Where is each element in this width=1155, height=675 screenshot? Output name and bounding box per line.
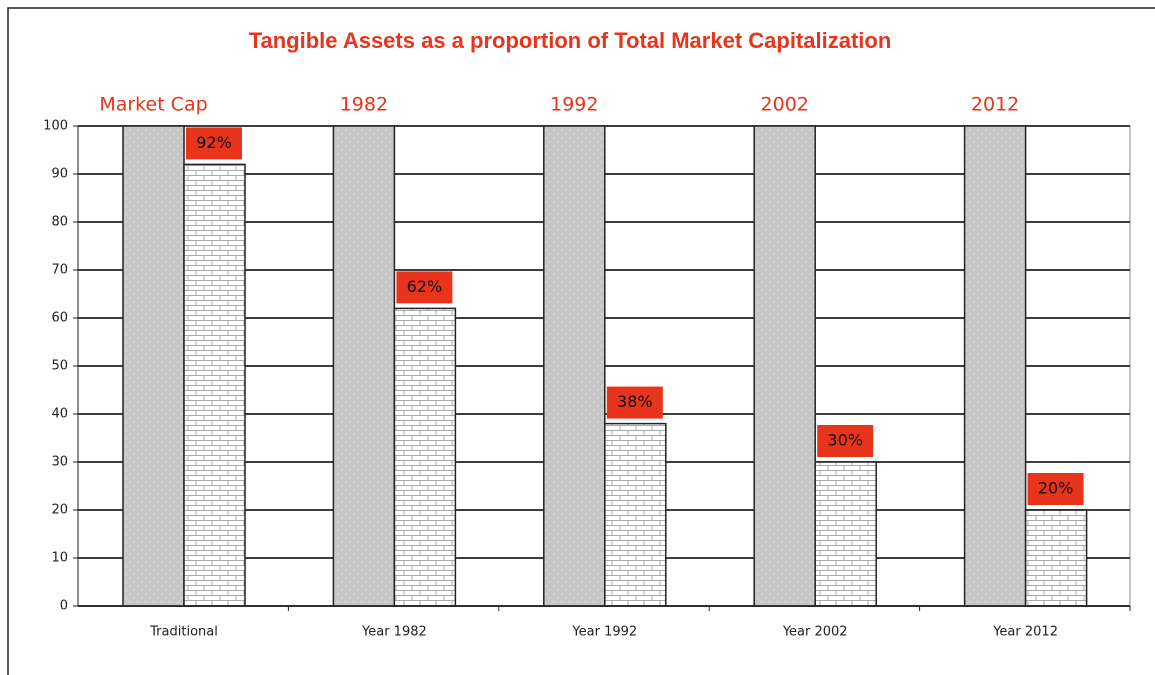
y-tick-label: 50 bbox=[51, 359, 68, 374]
bar bbox=[122, 125, 185, 607]
y-tick-label: 30 bbox=[51, 455, 68, 470]
value-label: 30% bbox=[827, 431, 863, 450]
frame bbox=[7, 7, 1155, 675]
bar bbox=[183, 163, 246, 607]
value-label-box bbox=[606, 386, 663, 419]
x-tick-label: Year 2002 bbox=[782, 625, 848, 640]
bar bbox=[543, 125, 606, 607]
bar bbox=[332, 125, 396, 607]
y-tick-label: 90 bbox=[51, 167, 68, 182]
value-label: 38% bbox=[617, 392, 653, 411]
bar bbox=[1024, 509, 1088, 607]
bar bbox=[753, 125, 816, 607]
value-label: 20% bbox=[1038, 479, 1074, 498]
x-tick-label: Year 1992 bbox=[571, 625, 637, 640]
chart-title: Tangible Assets as a proportion of Total… bbox=[249, 28, 892, 53]
x-tick-label: Year 2012 bbox=[992, 625, 1058, 640]
group-label: 1982 bbox=[340, 94, 388, 116]
bar bbox=[963, 125, 1027, 607]
group-label: 2012 bbox=[971, 94, 1019, 116]
value-label: 62% bbox=[407, 277, 443, 296]
y-tick-label: 20 bbox=[51, 503, 68, 518]
y-tick-label: 70 bbox=[51, 263, 68, 278]
y-tick-label: 100 bbox=[43, 119, 68, 134]
group-label: Market Cap bbox=[99, 94, 207, 116]
y-tick-label: 60 bbox=[51, 311, 68, 326]
bar bbox=[814, 461, 877, 607]
value-label-box bbox=[1027, 473, 1084, 505]
value-label: 92% bbox=[196, 133, 232, 152]
value-label-box bbox=[186, 127, 242, 160]
bar bbox=[393, 307, 457, 607]
value-label-box bbox=[817, 425, 874, 457]
x-tick-label: Traditional bbox=[149, 625, 218, 640]
group-label: 2002 bbox=[761, 94, 809, 116]
bar bbox=[604, 422, 667, 607]
y-tick-label: 10 bbox=[51, 551, 68, 566]
value-label-box bbox=[396, 271, 453, 304]
y-tick-label: 40 bbox=[51, 407, 68, 422]
x-tick-label: Year 1982 bbox=[361, 625, 427, 640]
y-tick-label: 80 bbox=[51, 215, 68, 230]
y-tick-label: 0 bbox=[60, 599, 68, 614]
group-label: 1992 bbox=[550, 94, 598, 116]
